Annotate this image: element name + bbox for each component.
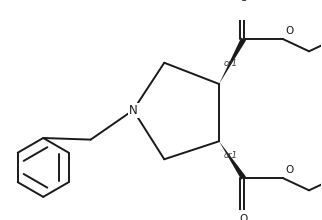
Polygon shape (219, 141, 246, 180)
Text: N: N (129, 104, 137, 117)
Text: O: O (285, 165, 294, 175)
Text: or1: or1 (223, 152, 237, 160)
Text: O: O (240, 0, 248, 3)
Text: O: O (285, 26, 294, 36)
Text: or1: or1 (223, 59, 237, 68)
Polygon shape (219, 38, 246, 84)
Text: O: O (240, 214, 248, 220)
